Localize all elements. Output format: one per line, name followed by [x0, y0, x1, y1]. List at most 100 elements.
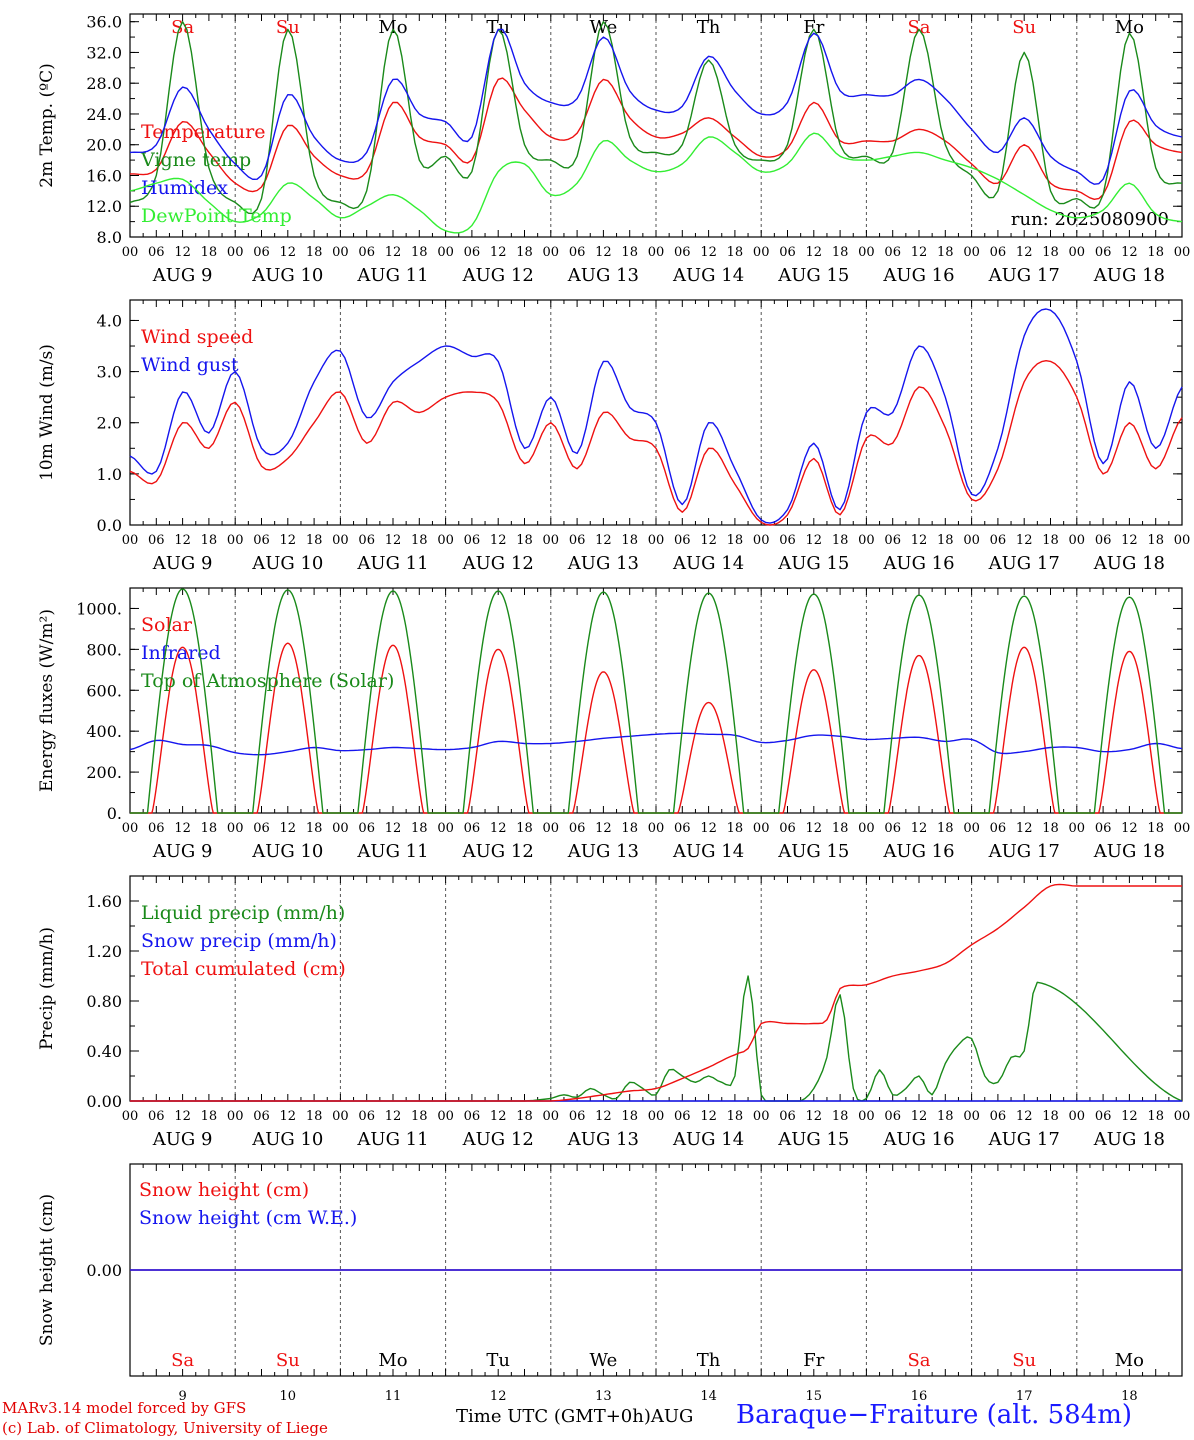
hour-tick-label: 18 — [832, 821, 849, 836]
weekday-label: Th — [697, 1350, 721, 1371]
hour-tick-label: 06 — [464, 533, 481, 548]
weekday-label: Mo — [378, 1350, 407, 1371]
hour-tick-label: 06 — [1095, 1109, 1112, 1124]
hour-tick-label: 00 — [648, 245, 665, 260]
hour-tick-label: 18 — [201, 821, 218, 836]
hour-tick-label: 12 — [700, 533, 717, 548]
hour-tick-label: 00 — [963, 533, 980, 548]
y-tick-label: 0.80 — [86, 992, 122, 1011]
hour-tick-label: 18 — [411, 1109, 428, 1124]
y-axis-label: Snow height (cm) — [37, 1194, 57, 1346]
y-tick-label: 1.0 — [97, 465, 122, 484]
weekday-label: Su — [1012, 1350, 1036, 1371]
hour-tick-label: 12 — [385, 245, 402, 260]
hour-tick-label: 06 — [990, 533, 1007, 548]
hour-tick-label: 06 — [1095, 821, 1112, 836]
hour-tick-label: 18 — [832, 533, 849, 548]
y-tick-label: 600. — [86, 681, 122, 700]
hour-tick-label: 18 — [621, 1109, 638, 1124]
hour-tick-label: 06 — [569, 533, 586, 548]
day-number-label: 18 — [1121, 1389, 1138, 1404]
hour-tick-label: 12 — [911, 245, 928, 260]
hour-tick-label: 00 — [122, 533, 139, 548]
date-label: AUG 10 — [251, 265, 323, 286]
legend-entry: Top of Atmosphere (Solar) — [141, 670, 394, 692]
hour-tick-label: 00 — [1174, 533, 1191, 548]
hour-tick-label: 06 — [674, 533, 691, 548]
time-axis-label: Time UTC (GMT+0h)AUG — [456, 1406, 693, 1427]
hour-tick-label: 06 — [674, 245, 691, 260]
hour-tick-label: 18 — [1042, 533, 1059, 548]
hour-tick-label: 06 — [253, 821, 270, 836]
y-tick-label: 16.0 — [86, 166, 122, 185]
date-label: AUG 15 — [777, 265, 849, 286]
hour-tick-label: 06 — [148, 245, 165, 260]
hour-tick-label: 00 — [437, 821, 454, 836]
hour-tick-label: 06 — [148, 533, 165, 548]
hour-tick-label: 12 — [1016, 533, 1033, 548]
hour-tick-label: 12 — [806, 245, 823, 260]
hour-tick-label: 00 — [858, 533, 875, 548]
hour-tick-label: 06 — [779, 533, 796, 548]
hour-tick-label: 00 — [1174, 821, 1191, 836]
hour-tick-label: 12 — [806, 533, 823, 548]
date-label: AUG 9 — [152, 1129, 213, 1150]
hour-tick-label: 00 — [858, 1109, 875, 1124]
hour-tick-label: 00 — [648, 1109, 665, 1124]
y-axis-label: 10m Wind (m/s) — [37, 344, 57, 481]
hour-tick-label: 12 — [280, 533, 297, 548]
hour-tick-label: 18 — [306, 1109, 323, 1124]
y-tick-label: 200. — [86, 763, 122, 782]
hour-tick-label: 12 — [1121, 821, 1138, 836]
y-tick-label: 28.0 — [86, 74, 122, 93]
date-label: AUG 18 — [1093, 265, 1165, 286]
hour-tick-label: 12 — [911, 821, 928, 836]
hour-tick-label: 18 — [937, 245, 954, 260]
legend-entry: Vigne temp — [140, 149, 251, 171]
y-tick-label: 0.00 — [86, 1261, 122, 1280]
hour-tick-label: 00 — [753, 821, 770, 836]
hour-tick-label: 12 — [911, 533, 928, 548]
hour-tick-label: 00 — [332, 533, 349, 548]
date-label: AUG 9 — [152, 265, 213, 286]
weekday-label: Sa — [907, 1350, 930, 1371]
hour-tick-label: 06 — [884, 1109, 901, 1124]
hour-tick-label: 00 — [858, 821, 875, 836]
date-label: AUG 17 — [988, 265, 1060, 286]
legend-entry: Solar — [141, 614, 193, 636]
hour-tick-label: 00 — [1174, 1109, 1191, 1124]
hour-tick-label: 00 — [332, 1109, 349, 1124]
hour-tick-label: 12 — [595, 245, 612, 260]
hour-tick-label: 12 — [700, 1109, 717, 1124]
hour-tick-label: 18 — [621, 821, 638, 836]
hour-tick-label: 00 — [227, 821, 244, 836]
day-number-label: 10 — [280, 1389, 297, 1404]
date-label: AUG 17 — [988, 553, 1060, 574]
hour-tick-label: 00 — [1069, 245, 1086, 260]
hour-tick-label: 00 — [648, 821, 665, 836]
y-axis-label: 2m Temp. (ºC) — [37, 63, 57, 188]
date-label: AUG 10 — [251, 841, 323, 862]
hour-tick-label: 06 — [569, 1109, 586, 1124]
hour-tick-label: 06 — [253, 533, 270, 548]
y-tick-label: 0.0 — [97, 516, 122, 535]
hour-tick-label: 12 — [806, 821, 823, 836]
hour-tick-label: 00 — [1069, 1109, 1086, 1124]
hour-tick-label: 12 — [595, 533, 612, 548]
panel-frame — [129, 299, 1183, 526]
weekday-label: We — [590, 17, 618, 38]
hour-tick-label: 06 — [779, 245, 796, 260]
date-label: AUG 11 — [356, 265, 428, 286]
hour-tick-label: 00 — [753, 245, 770, 260]
hour-tick-label: 12 — [595, 821, 612, 836]
hour-tick-label: 12 — [385, 1109, 402, 1124]
hour-tick-label: 18 — [727, 1109, 744, 1124]
hour-tick-label: 12 — [1121, 533, 1138, 548]
hour-tick-label: 12 — [1121, 1109, 1138, 1124]
weekday-label: Su — [1012, 17, 1036, 38]
hour-tick-label: 12 — [280, 821, 297, 836]
station-label: Baraque−Fraiture (alt. 584m) — [736, 1400, 1133, 1430]
legend-entry: Snow precip (mm/h) — [141, 930, 337, 952]
day-number-label: 16 — [911, 1389, 928, 1404]
weekday-label: Sa — [907, 17, 930, 38]
